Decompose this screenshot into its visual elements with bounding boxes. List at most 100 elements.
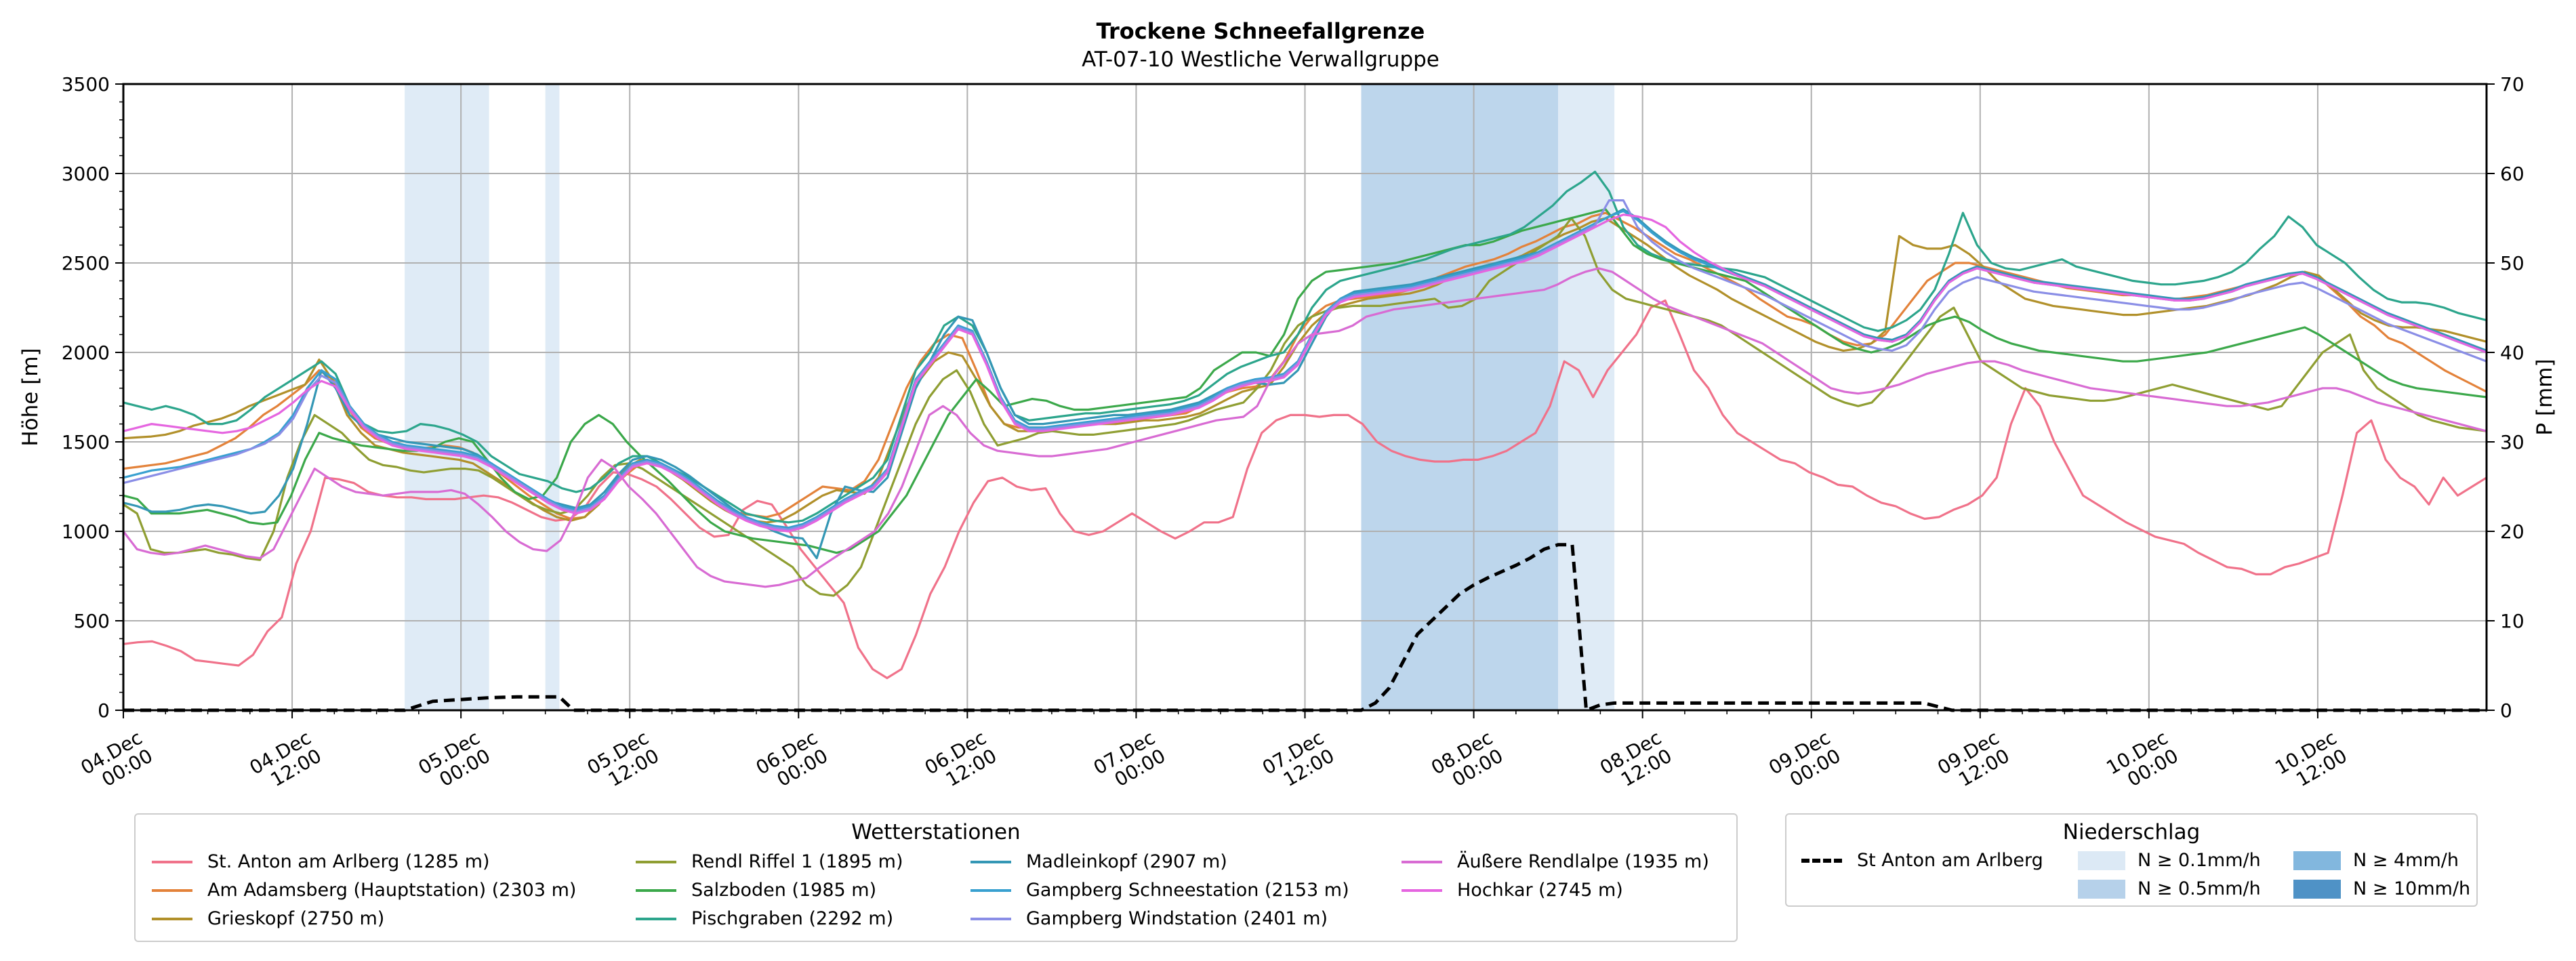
y-tick-label: 2500 bbox=[62, 252, 110, 274]
station-label: Gampberg Schneestation (2153 m) bbox=[1026, 880, 1349, 901]
station-color-swatch bbox=[152, 860, 192, 863]
x-tick-label: 04.Dec00:00 bbox=[77, 727, 157, 798]
x-tick-label: 09.Dec00:00 bbox=[1765, 727, 1844, 798]
station-color-swatch bbox=[152, 917, 192, 920]
precip-level-swatch bbox=[2293, 851, 2341, 870]
station-color-swatch bbox=[1402, 860, 1442, 863]
precip-level-1: N ≥ 0.5mm/h bbox=[2078, 878, 2261, 899]
stations-legend: Wetterstationen St. Anton am Arlberg (12… bbox=[134, 813, 1738, 942]
station-label: Salzboden (1985 m) bbox=[691, 880, 877, 901]
precip-series bbox=[123, 543, 2487, 713]
y-tick-label: 1000 bbox=[62, 520, 110, 543]
station-legend-item: Madleinkopf (2907 m) bbox=[970, 851, 1227, 872]
station-label: St. Anton am Arlberg (1285 m) bbox=[207, 851, 490, 872]
precip-level-swatch bbox=[2293, 879, 2341, 899]
y-tick-label: 1500 bbox=[62, 431, 110, 453]
station-legend-item: Salzboden (1985 m) bbox=[636, 880, 876, 901]
station-series bbox=[122, 170, 2487, 680]
station-color-swatch bbox=[636, 860, 676, 863]
y2-tick-label: 0 bbox=[2500, 699, 2512, 722]
precip-line bbox=[123, 543, 2487, 713]
precip-level-2: N ≥ 4mm/h bbox=[2293, 850, 2459, 871]
station-legend-item: Gampberg Windstation (2401 m) bbox=[970, 908, 1328, 929]
station-label: Pischgraben (2292 m) bbox=[691, 908, 894, 929]
x-tick-label: 08.Dec12:00 bbox=[1596, 727, 1675, 798]
precip-legend-line: St Anton am Arlberg bbox=[1801, 850, 2043, 871]
precip-band bbox=[1361, 84, 1559, 710]
y2-tick-label: 50 bbox=[2500, 252, 2524, 274]
station-label: Am Adamsberg (Hauptstation) (2303 m) bbox=[207, 880, 577, 901]
precipitation-bands bbox=[405, 84, 1615, 710]
station-color-swatch bbox=[1402, 888, 1442, 892]
y-tick-label: 0 bbox=[98, 699, 110, 722]
y-tick-label: 3500 bbox=[62, 73, 110, 96]
station-color-swatch bbox=[636, 888, 676, 892]
station-color-swatch bbox=[152, 888, 192, 892]
station-line bbox=[123, 299, 2487, 680]
precip-band bbox=[1558, 84, 1615, 710]
x-tick-label: 07.Dec00:00 bbox=[1090, 727, 1169, 798]
y2-tick-label: 70 bbox=[2500, 73, 2524, 96]
station-label: Grieskopf (2750 m) bbox=[207, 908, 385, 929]
station-legend-item: Äußere Rendlalpe (1935 m) bbox=[1402, 851, 1709, 872]
y-tick-label: 2000 bbox=[62, 342, 110, 364]
precip-level-label: N ≥ 0.5mm/h bbox=[2138, 878, 2261, 899]
station-legend-item: St. Anton am Arlberg (1285 m) bbox=[152, 851, 490, 872]
x-tick-label: 07.Dec12:00 bbox=[1259, 727, 1338, 798]
station-color-swatch bbox=[970, 888, 1011, 892]
x-tick-label: 05.Dec00:00 bbox=[415, 727, 494, 798]
station-legend-item: Am Adamsberg (Hauptstation) (2303 m) bbox=[152, 880, 576, 901]
x-tick-label: 06.Dec12:00 bbox=[921, 727, 1000, 798]
precip-level-3: N ≥ 10mm/h bbox=[2293, 878, 2470, 899]
station-label: Rendl Riffel 1 (1895 m) bbox=[691, 851, 903, 872]
station-label: Gampberg Windstation (2401 m) bbox=[1026, 908, 1328, 929]
station-legend-item: Pischgraben (2292 m) bbox=[636, 908, 893, 929]
x-tick-label: 05.Dec12:00 bbox=[584, 727, 663, 798]
station-legend-item: Rendl Riffel 1 (1895 m) bbox=[636, 851, 903, 872]
precip-legend: Niederschlag St Anton am Arlberg N ≥ 0.1… bbox=[1785, 813, 2478, 907]
stations-legend-title: Wetterstationen bbox=[851, 820, 1021, 844]
x-tick-label: 09.Dec12:00 bbox=[1934, 727, 2013, 798]
y2-tick-label: 10 bbox=[2500, 610, 2524, 632]
x-tick-label: 08.Dec00:00 bbox=[1427, 727, 1507, 798]
x-tick-label: 06.Dec00:00 bbox=[752, 727, 832, 798]
x-tick-label: 10.Dec00:00 bbox=[2102, 727, 2182, 798]
precip-level-label: N ≥ 0.1mm/h bbox=[2138, 850, 2261, 871]
x-tick-label: 04.Dec12:00 bbox=[246, 727, 325, 798]
y-tick-label: 500 bbox=[74, 610, 110, 632]
y2-tick-label: 30 bbox=[2500, 431, 2524, 453]
station-label: Madleinkopf (2907 m) bbox=[1026, 851, 1227, 872]
station-label: Hochkar (2745 m) bbox=[1457, 880, 1623, 901]
precip-band bbox=[545, 84, 560, 710]
precip-level-swatch bbox=[2078, 879, 2125, 899]
precip-band bbox=[405, 84, 489, 710]
precip-level-0: N ≥ 0.1mm/h bbox=[2078, 850, 2261, 871]
y2-tick-label: 20 bbox=[2500, 520, 2524, 543]
y2-axis-label: P [mm] bbox=[2533, 359, 2557, 435]
chart-title: Trockene Schneefallgrenze bbox=[1097, 18, 1425, 44]
chart-subtitle: AT-07-10 Westliche Verwallgruppe bbox=[1082, 47, 1439, 72]
station-color-swatch bbox=[970, 860, 1011, 863]
station-line bbox=[123, 170, 2487, 524]
y2-tick-label: 40 bbox=[2500, 342, 2524, 364]
dashed-line-swatch bbox=[1801, 858, 1842, 863]
station-line bbox=[123, 208, 2487, 554]
precip-level-swatch bbox=[2078, 851, 2125, 870]
x-tick-label: 10.Dec12:00 bbox=[2271, 727, 2350, 798]
station-line bbox=[122, 267, 2487, 588]
station-line bbox=[123, 213, 2487, 533]
precip-line-label: St Anton am Arlberg bbox=[1857, 850, 2043, 871]
station-legend-item: Gampberg Schneestation (2153 m) bbox=[970, 880, 1349, 901]
y2-tick-label: 60 bbox=[2500, 163, 2524, 185]
station-legend-item: Hochkar (2745 m) bbox=[1402, 880, 1623, 901]
station-color-swatch bbox=[970, 917, 1011, 920]
precip-legend-title: Niederschlag bbox=[2062, 820, 2201, 844]
station-line bbox=[123, 211, 2487, 520]
precip-level-label: N ≥ 10mm/h bbox=[2353, 878, 2471, 899]
precip-level-label: N ≥ 4mm/h bbox=[2353, 850, 2459, 871]
y-axis-label: Höhe [m] bbox=[18, 348, 43, 446]
station-color-swatch bbox=[636, 917, 676, 920]
y-tick-label: 3000 bbox=[62, 163, 110, 185]
station-legend-item: Grieskopf (2750 m) bbox=[152, 908, 384, 929]
